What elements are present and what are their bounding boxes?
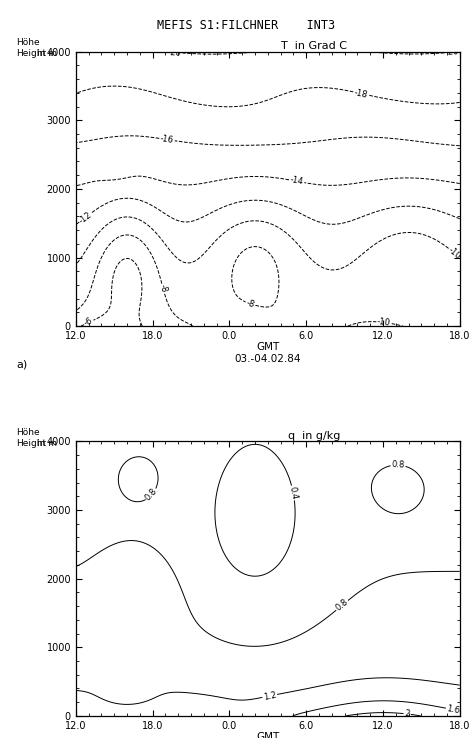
Text: -20: -20	[445, 47, 459, 58]
X-axis label: GMT
03.-04.02.84: GMT 03.-04.02.84	[235, 732, 301, 738]
Text: in m: in m	[37, 438, 57, 448]
Text: 0.8: 0.8	[334, 598, 350, 613]
Text: Höhe
Height: Höhe Height	[16, 38, 46, 58]
Text: 0.8: 0.8	[392, 461, 405, 470]
Text: -8: -8	[245, 298, 256, 309]
Text: -6: -6	[83, 317, 94, 328]
Text: -8: -8	[158, 283, 169, 294]
Text: a): a)	[16, 359, 27, 369]
X-axis label: GMT
03.-04.02.84: GMT 03.-04.02.84	[235, 342, 301, 364]
Text: 0.8: 0.8	[144, 487, 159, 503]
Text: MEFIS S1:FILCHNER    INT3: MEFIS S1:FILCHNER INT3	[157, 19, 336, 32]
Text: -10: -10	[377, 317, 391, 328]
Text: Höhe
Height: Höhe Height	[16, 428, 46, 448]
Title: T  in Grad C: T in Grad C	[281, 41, 347, 51]
Text: 0.4: 0.4	[288, 486, 299, 500]
Text: -12: -12	[77, 210, 93, 225]
Text: 2: 2	[404, 709, 410, 719]
Text: -18: -18	[353, 88, 368, 100]
Text: 1.6: 1.6	[446, 704, 461, 715]
Title: q  in g/kg: q in g/kg	[288, 430, 340, 441]
Text: -10: -10	[447, 246, 463, 261]
Text: -14: -14	[289, 176, 304, 187]
Text: -16: -16	[160, 134, 174, 145]
Text: 1.2: 1.2	[263, 690, 277, 702]
Text: in m: in m	[37, 49, 57, 58]
Text: -20: -20	[168, 47, 182, 58]
